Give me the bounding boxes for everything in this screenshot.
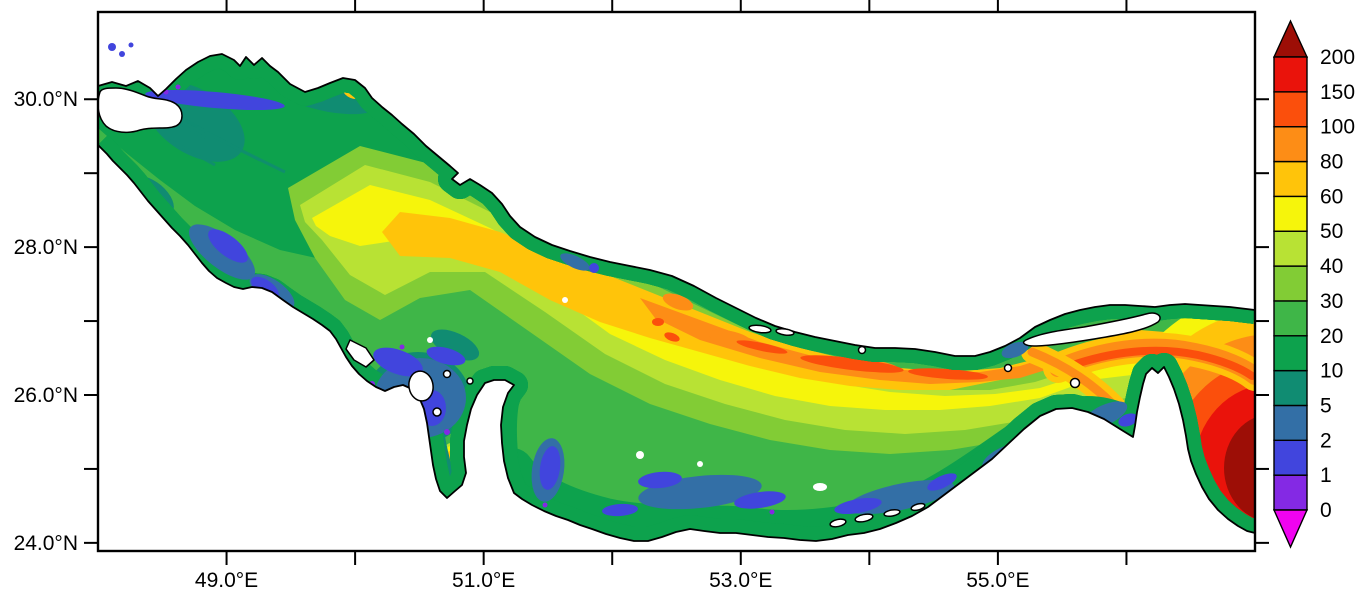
abu-dhabi-islet xyxy=(829,518,847,528)
colorbar-label: 40 xyxy=(1320,255,1343,278)
island-dot xyxy=(432,407,442,417)
x-tick-label: 55.0°E xyxy=(966,569,1029,592)
y-tick-label: 24.0°N xyxy=(14,532,78,555)
colorbar-cell xyxy=(1273,160,1308,198)
colorbar-label: 200 xyxy=(1320,46,1355,69)
y-tick-label: 30.0°N xyxy=(14,88,78,111)
abu-dhabi-islet xyxy=(883,508,901,518)
abu-dhabi-islet xyxy=(910,502,926,512)
qeshm-island xyxy=(1022,312,1161,347)
colorbar-label: 2 xyxy=(1320,429,1332,452)
colorbar-label: 1 xyxy=(1320,464,1332,487)
axes: 49.0°E 51.0°E 53.0°E 55.0°E 30.0°N 28.0°N 26.0… xyxy=(14,0,1269,592)
island-strip xyxy=(775,328,795,336)
colorbar-label: 20 xyxy=(1320,325,1343,348)
colorbar-cell xyxy=(1273,195,1308,232)
colorbar-cell xyxy=(1273,474,1308,511)
colorbar-label: 50 xyxy=(1320,220,1343,243)
plot-frame xyxy=(96,10,1257,553)
y-tick-label: 26.0°N xyxy=(14,384,78,407)
colorbar-cell xyxy=(1273,125,1308,163)
abu-dhabi-islet xyxy=(854,513,874,523)
x-tick-label: 49.0°E xyxy=(195,569,258,592)
colorbar-label: 100 xyxy=(1320,116,1355,139)
colorbar-cell xyxy=(1273,404,1308,442)
depth-band-60-80 xyxy=(382,212,1252,390)
colorbar-label: 30 xyxy=(1320,290,1343,313)
colorbar-cell xyxy=(1273,369,1308,407)
data-gaps xyxy=(427,297,938,491)
x-tick-label: 53.0°E xyxy=(709,569,772,592)
ripple-streaks xyxy=(159,110,286,174)
colorbar-cell xyxy=(1273,91,1308,128)
depth-band-50-60 xyxy=(312,185,1252,410)
colorbar-cell xyxy=(1273,230,1308,267)
colorbar-label: 80 xyxy=(1320,151,1343,174)
kuwait-bay-land xyxy=(97,87,183,134)
colorbar-label: 60 xyxy=(1320,185,1343,208)
colorbar-label: 0 xyxy=(1320,499,1332,522)
island-strip xyxy=(748,324,772,334)
colorbar-label: 150 xyxy=(1320,81,1355,104)
island-dot xyxy=(442,369,452,379)
colorbar-cell xyxy=(1273,265,1308,302)
colorbar-cell xyxy=(1273,439,1308,476)
colorbar-cell xyxy=(1273,56,1308,93)
northwest-marsh-dots xyxy=(108,42,134,57)
island-dot xyxy=(857,345,867,355)
colorbar: 0 1 2 5 10 20 30 40 50 60 80 100 150 200 xyxy=(1272,19,1355,549)
colorbar-label: 5 xyxy=(1320,394,1332,417)
x-tick-label: 51.0°E xyxy=(452,569,515,592)
colorbar-cell xyxy=(1273,300,1308,337)
bahrain-island xyxy=(408,370,434,402)
colorbar-under-triangle xyxy=(1272,509,1309,549)
saudi-promontory xyxy=(345,339,375,368)
colorbar-cell xyxy=(1273,335,1308,372)
island-dot xyxy=(466,377,474,385)
island-dot xyxy=(1003,363,1013,373)
colorbar-label: 10 xyxy=(1320,360,1343,383)
y-tick-label: 28.0°N xyxy=(14,236,78,259)
colorbar-over-triangle xyxy=(1272,19,1309,58)
islands-and-land xyxy=(97,87,1161,528)
island-dot xyxy=(1069,377,1081,389)
